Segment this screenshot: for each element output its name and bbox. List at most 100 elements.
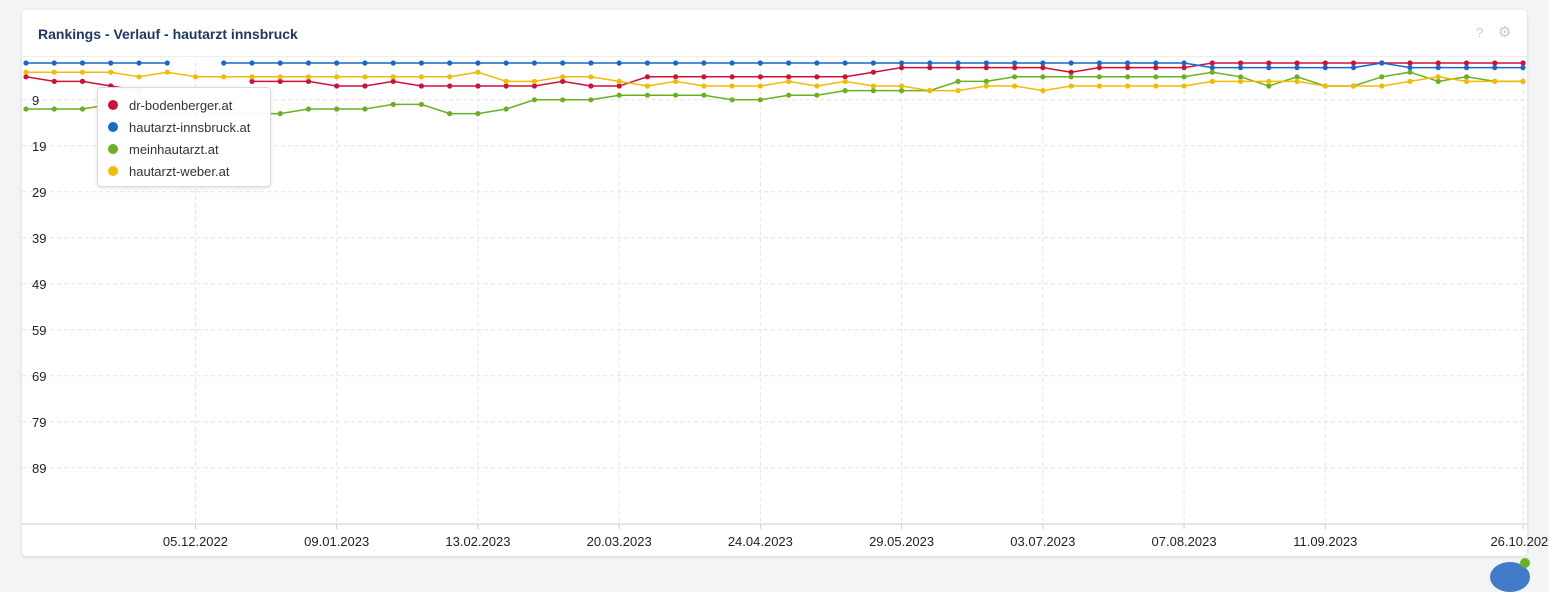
data-point-meinhautarzt-at <box>447 111 453 117</box>
data-point-meinhautarzt-at <box>1124 74 1131 80</box>
legend-item[interactable]: hautarzt-weber.at <box>108 162 229 180</box>
data-point-dr-bodenberger-at <box>1096 65 1102 71</box>
data-point-dr-bodenberger-at <box>673 74 679 80</box>
data-point-dr-bodenberger-at <box>588 83 594 89</box>
data-point-hautarzt-innsbruck-at <box>616 60 622 66</box>
y-tick-label: 29 <box>32 185 46 200</box>
data-point-hautarzt-weber-at <box>955 88 961 94</box>
question-icon[interactable]: ? <box>1476 25 1484 40</box>
data-point-hautarzt-innsbruck-at <box>249 60 255 66</box>
data-point-hautarzt-innsbruck-at <box>1237 65 1244 71</box>
x-tick-label: 13.02.2023 <box>445 534 510 549</box>
data-point-meinhautarzt-at <box>644 92 650 98</box>
data-point-hautarzt-weber-at <box>899 83 905 89</box>
data-point-meinhautarzt-at <box>814 92 820 98</box>
data-point-dr-bodenberger-at <box>475 83 481 89</box>
data-point-hautarzt-weber-at <box>616 78 622 84</box>
data-point-hautarzt-weber-at <box>108 69 114 75</box>
data-point-hautarzt-weber-at <box>1124 83 1131 89</box>
x-tick-label: 07.08.2023 <box>1152 534 1217 549</box>
data-point-meinhautarzt-at <box>616 92 622 98</box>
data-point-dr-bodenberger-at <box>729 74 735 80</box>
data-point-dr-bodenberger-at <box>1520 60 1526 66</box>
data-point-hautarzt-weber-at <box>1492 78 1498 84</box>
data-point-hautarzt-innsbruck-at <box>842 60 848 66</box>
data-point-hautarzt-innsbruck-at <box>588 60 594 66</box>
data-point-dr-bodenberger-at <box>983 65 989 71</box>
data-point-meinhautarzt-at <box>1181 74 1187 80</box>
data-point-hautarzt-innsbruck-at <box>1011 60 1018 66</box>
panel-title: Rankings - Verlauf - hautarzt innsbruck <box>38 26 298 42</box>
legend-item[interactable]: meinhautarzt.at <box>108 140 219 158</box>
data-point-hautarzt-innsbruck-at <box>983 60 989 66</box>
y-tick-label: 59 <box>32 323 46 338</box>
data-point-hautarzt-weber-at <box>362 74 368 80</box>
data-point-hautarzt-weber-at <box>1407 78 1413 84</box>
data-point-meinhautarzt-at <box>729 97 735 103</box>
data-point-hautarzt-weber-at <box>475 69 481 75</box>
data-point-dr-bodenberger-at <box>1492 60 1498 66</box>
data-point-hautarzt-innsbruck-at <box>1181 60 1187 66</box>
data-point-meinhautarzt-at <box>1379 74 1385 80</box>
data-point-meinhautarzt-at <box>390 101 396 107</box>
gear-icon[interactable]: ⚙ <box>1498 24 1512 41</box>
x-tick-label: 29.05.2023 <box>869 534 934 549</box>
series-line-meinhautarzt-at <box>26 71 1523 115</box>
data-point-hautarzt-innsbruck-at <box>390 60 396 66</box>
data-point-hautarzt-weber-at <box>983 83 989 89</box>
data-point-dr-bodenberger-at <box>503 83 509 89</box>
data-point-meinhautarzt-at <box>305 106 312 112</box>
data-point-meinhautarzt-at <box>1011 74 1018 80</box>
data-point-hautarzt-weber-at <box>701 83 707 89</box>
data-point-meinhautarzt-at <box>475 111 481 117</box>
legend-marker <box>108 166 118 176</box>
data-point-meinhautarzt-at <box>983 78 989 84</box>
data-point-hautarzt-weber-at <box>560 74 566 80</box>
data-point-hautarzt-innsbruck-at <box>1492 65 1498 71</box>
online-status-dot <box>1520 558 1530 568</box>
data-point-hautarzt-weber-at <box>1266 78 1272 84</box>
data-point-hautarzt-weber-at <box>249 74 255 80</box>
data-point-meinhautarzt-at <box>1209 69 1215 75</box>
data-point-hautarzt-weber-at <box>729 83 735 89</box>
data-point-meinhautarzt-at <box>1463 74 1470 80</box>
data-point-dr-bodenberger-at <box>927 65 933 71</box>
data-point-meinhautarzt-at <box>842 88 848 94</box>
x-tick-label: 26.10.2023 <box>1490 534 1549 549</box>
data-point-dr-bodenberger-at <box>1040 65 1046 71</box>
data-point-hautarzt-innsbruck-at <box>1463 65 1470 71</box>
data-point-hautarzt-weber-at <box>757 83 763 89</box>
data-point-dr-bodenberger-at <box>1153 65 1159 71</box>
legend-item[interactable]: hautarzt-innsbruck.at <box>108 118 250 136</box>
data-point-meinhautarzt-at <box>362 106 368 112</box>
data-point-meinhautarzt-at <box>334 106 340 112</box>
data-point-dr-bodenberger-at <box>1181 65 1187 71</box>
data-point-hautarzt-innsbruck-at <box>955 60 961 66</box>
data-point-meinhautarzt-at <box>786 92 792 98</box>
data-point-dr-bodenberger-at <box>757 74 763 80</box>
data-point-meinhautarzt-at <box>1266 83 1272 89</box>
data-point-hautarzt-innsbruck-at <box>1266 65 1272 71</box>
data-point-hautarzt-weber-at <box>1153 83 1159 89</box>
data-point-meinhautarzt-at <box>757 97 763 103</box>
data-point-meinhautarzt-at <box>1407 69 1413 75</box>
data-point-dr-bodenberger-at <box>334 83 340 89</box>
data-point-hautarzt-weber-at <box>644 83 650 89</box>
data-point-hautarzt-weber-at <box>136 74 142 80</box>
data-point-hautarzt-weber-at <box>447 74 453 80</box>
data-point-hautarzt-innsbruck-at <box>673 60 679 66</box>
data-point-hautarzt-weber-at <box>842 78 848 84</box>
data-point-hautarzt-weber-at <box>221 74 227 80</box>
data-point-meinhautarzt-at <box>1153 74 1159 80</box>
data-point-hautarzt-innsbruck-at <box>447 60 453 66</box>
data-point-hautarzt-weber-at <box>1181 83 1187 89</box>
data-point-meinhautarzt-at <box>701 92 707 98</box>
data-point-hautarzt-weber-at <box>1435 74 1441 80</box>
data-point-hautarzt-weber-at <box>1294 78 1300 84</box>
data-point-hautarzt-innsbruck-at <box>1209 65 1215 71</box>
data-point-dr-bodenberger-at <box>390 78 396 84</box>
data-point-hautarzt-weber-at <box>334 74 340 80</box>
data-point-dr-bodenberger-at <box>1294 60 1300 66</box>
legend-marker <box>108 122 118 132</box>
legend-item[interactable]: dr-bodenberger.at <box>108 96 232 114</box>
